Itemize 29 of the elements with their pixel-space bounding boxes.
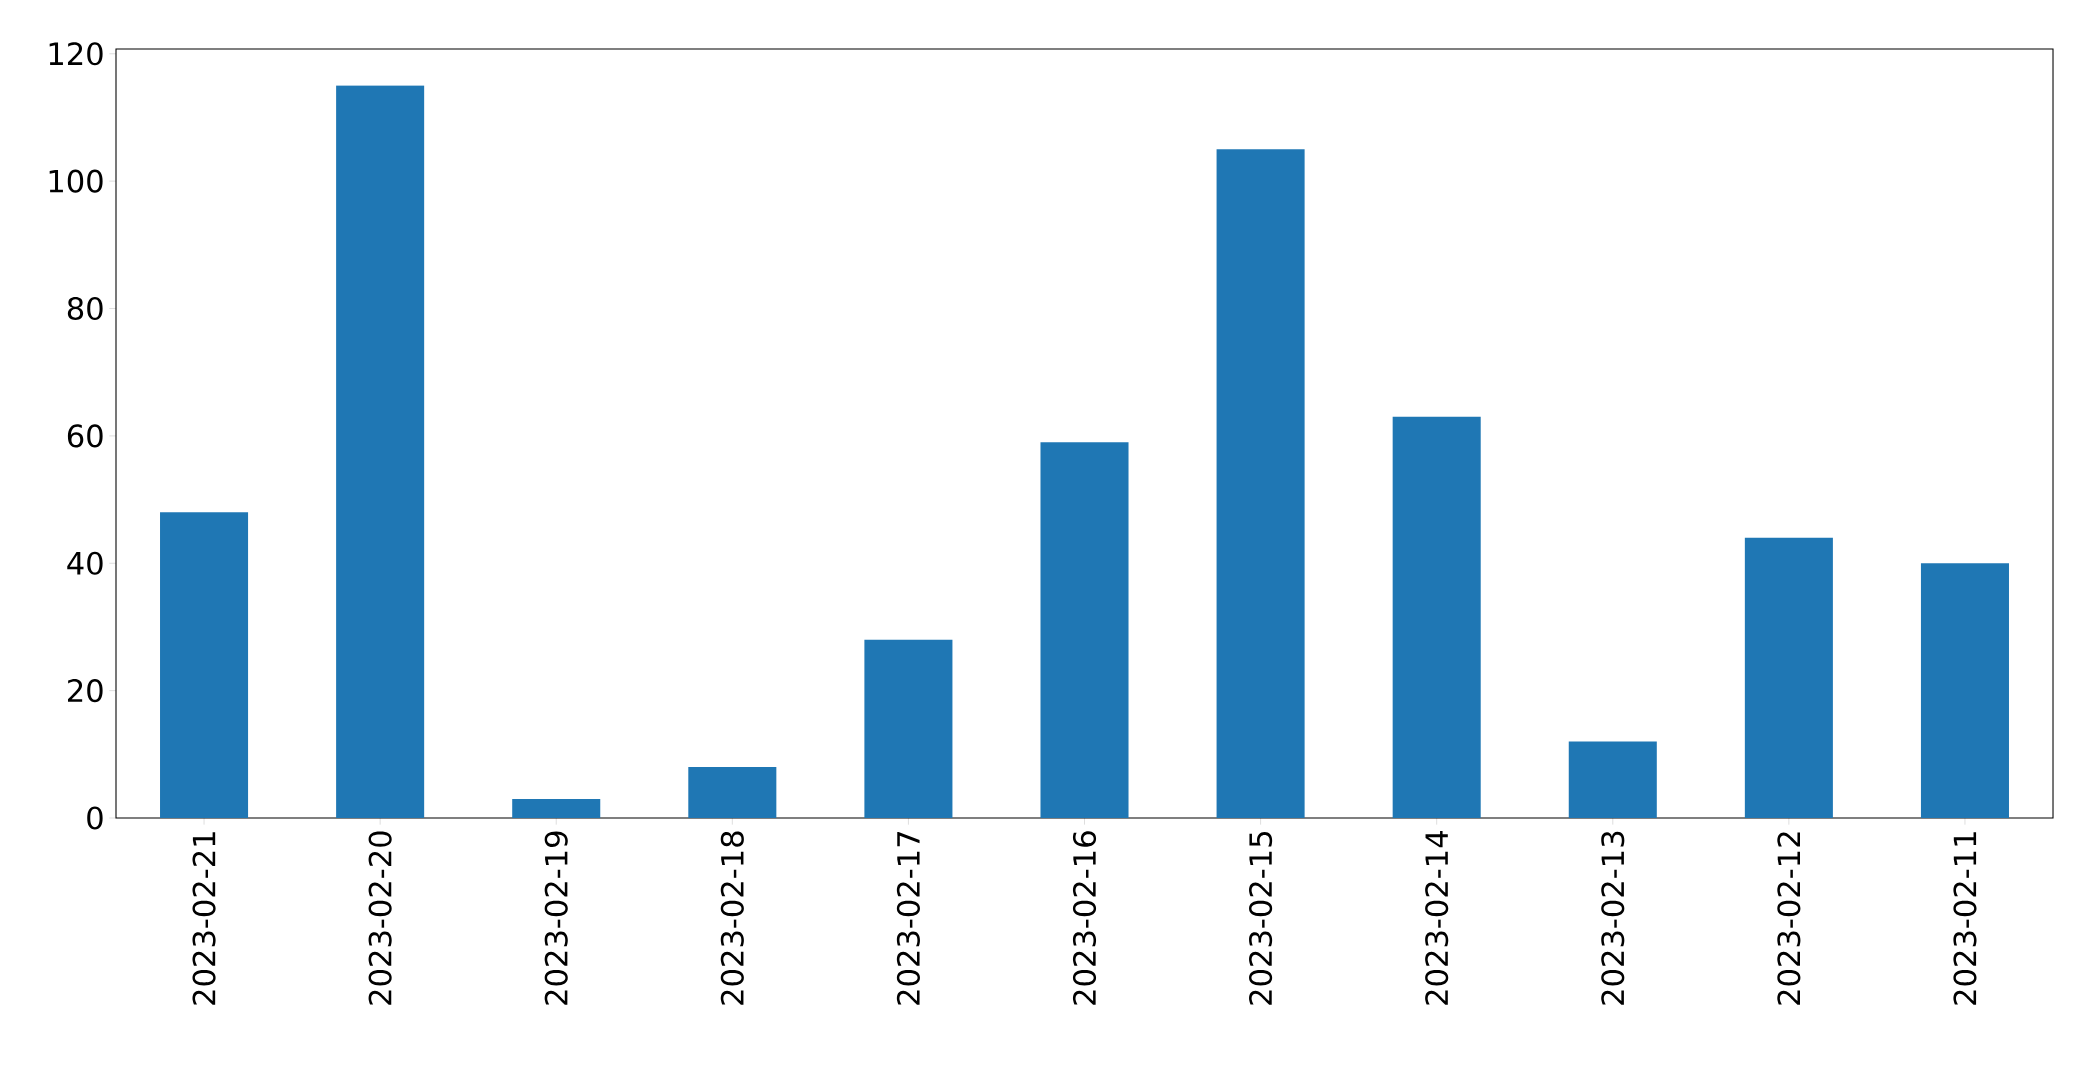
y-tick-label: 60 <box>67 424 103 448</box>
x-tick-label: 2023-02-16 <box>1072 831 1097 1005</box>
y-tick-label: 80 <box>67 296 103 321</box>
x-tick-label: 2023-02-11 <box>1953 832 1977 1005</box>
bar <box>1568 741 1657 818</box>
x-tick-label: 2023-02-14 <box>1425 831 1449 1005</box>
x-tick-label: 2023-02-17 <box>896 832 920 1005</box>
x-tick-label: 2023-02-18 <box>720 831 744 1005</box>
x-tick-label: 2023-02-19 <box>544 831 568 1005</box>
bar <box>336 85 425 818</box>
bar <box>1920 563 2009 818</box>
bar <box>1040 442 1129 818</box>
y-tick-label: 40 <box>67 551 103 575</box>
y-tick-label: 120 <box>49 42 103 66</box>
bar <box>688 767 777 818</box>
bar <box>512 798 601 818</box>
x-tick-label: 2023-02-21 <box>192 832 216 1005</box>
y-tick-label: 20 <box>67 679 103 703</box>
bar <box>1216 149 1305 818</box>
bar <box>1392 416 1481 818</box>
bar <box>160 512 249 818</box>
bar <box>864 639 953 818</box>
y-tick-label: 0 <box>87 806 103 830</box>
x-tick-label: 2023-02-20 <box>368 831 392 1005</box>
y-tick-label: 100 <box>49 169 103 193</box>
bar <box>1744 537 1833 818</box>
x-tick-label: 2023-02-15 <box>1249 832 1273 1005</box>
x-tick-label: 2023-02-12 <box>1777 832 1801 1005</box>
x-tick-label: 2023-02-13 <box>1601 831 1625 1005</box>
